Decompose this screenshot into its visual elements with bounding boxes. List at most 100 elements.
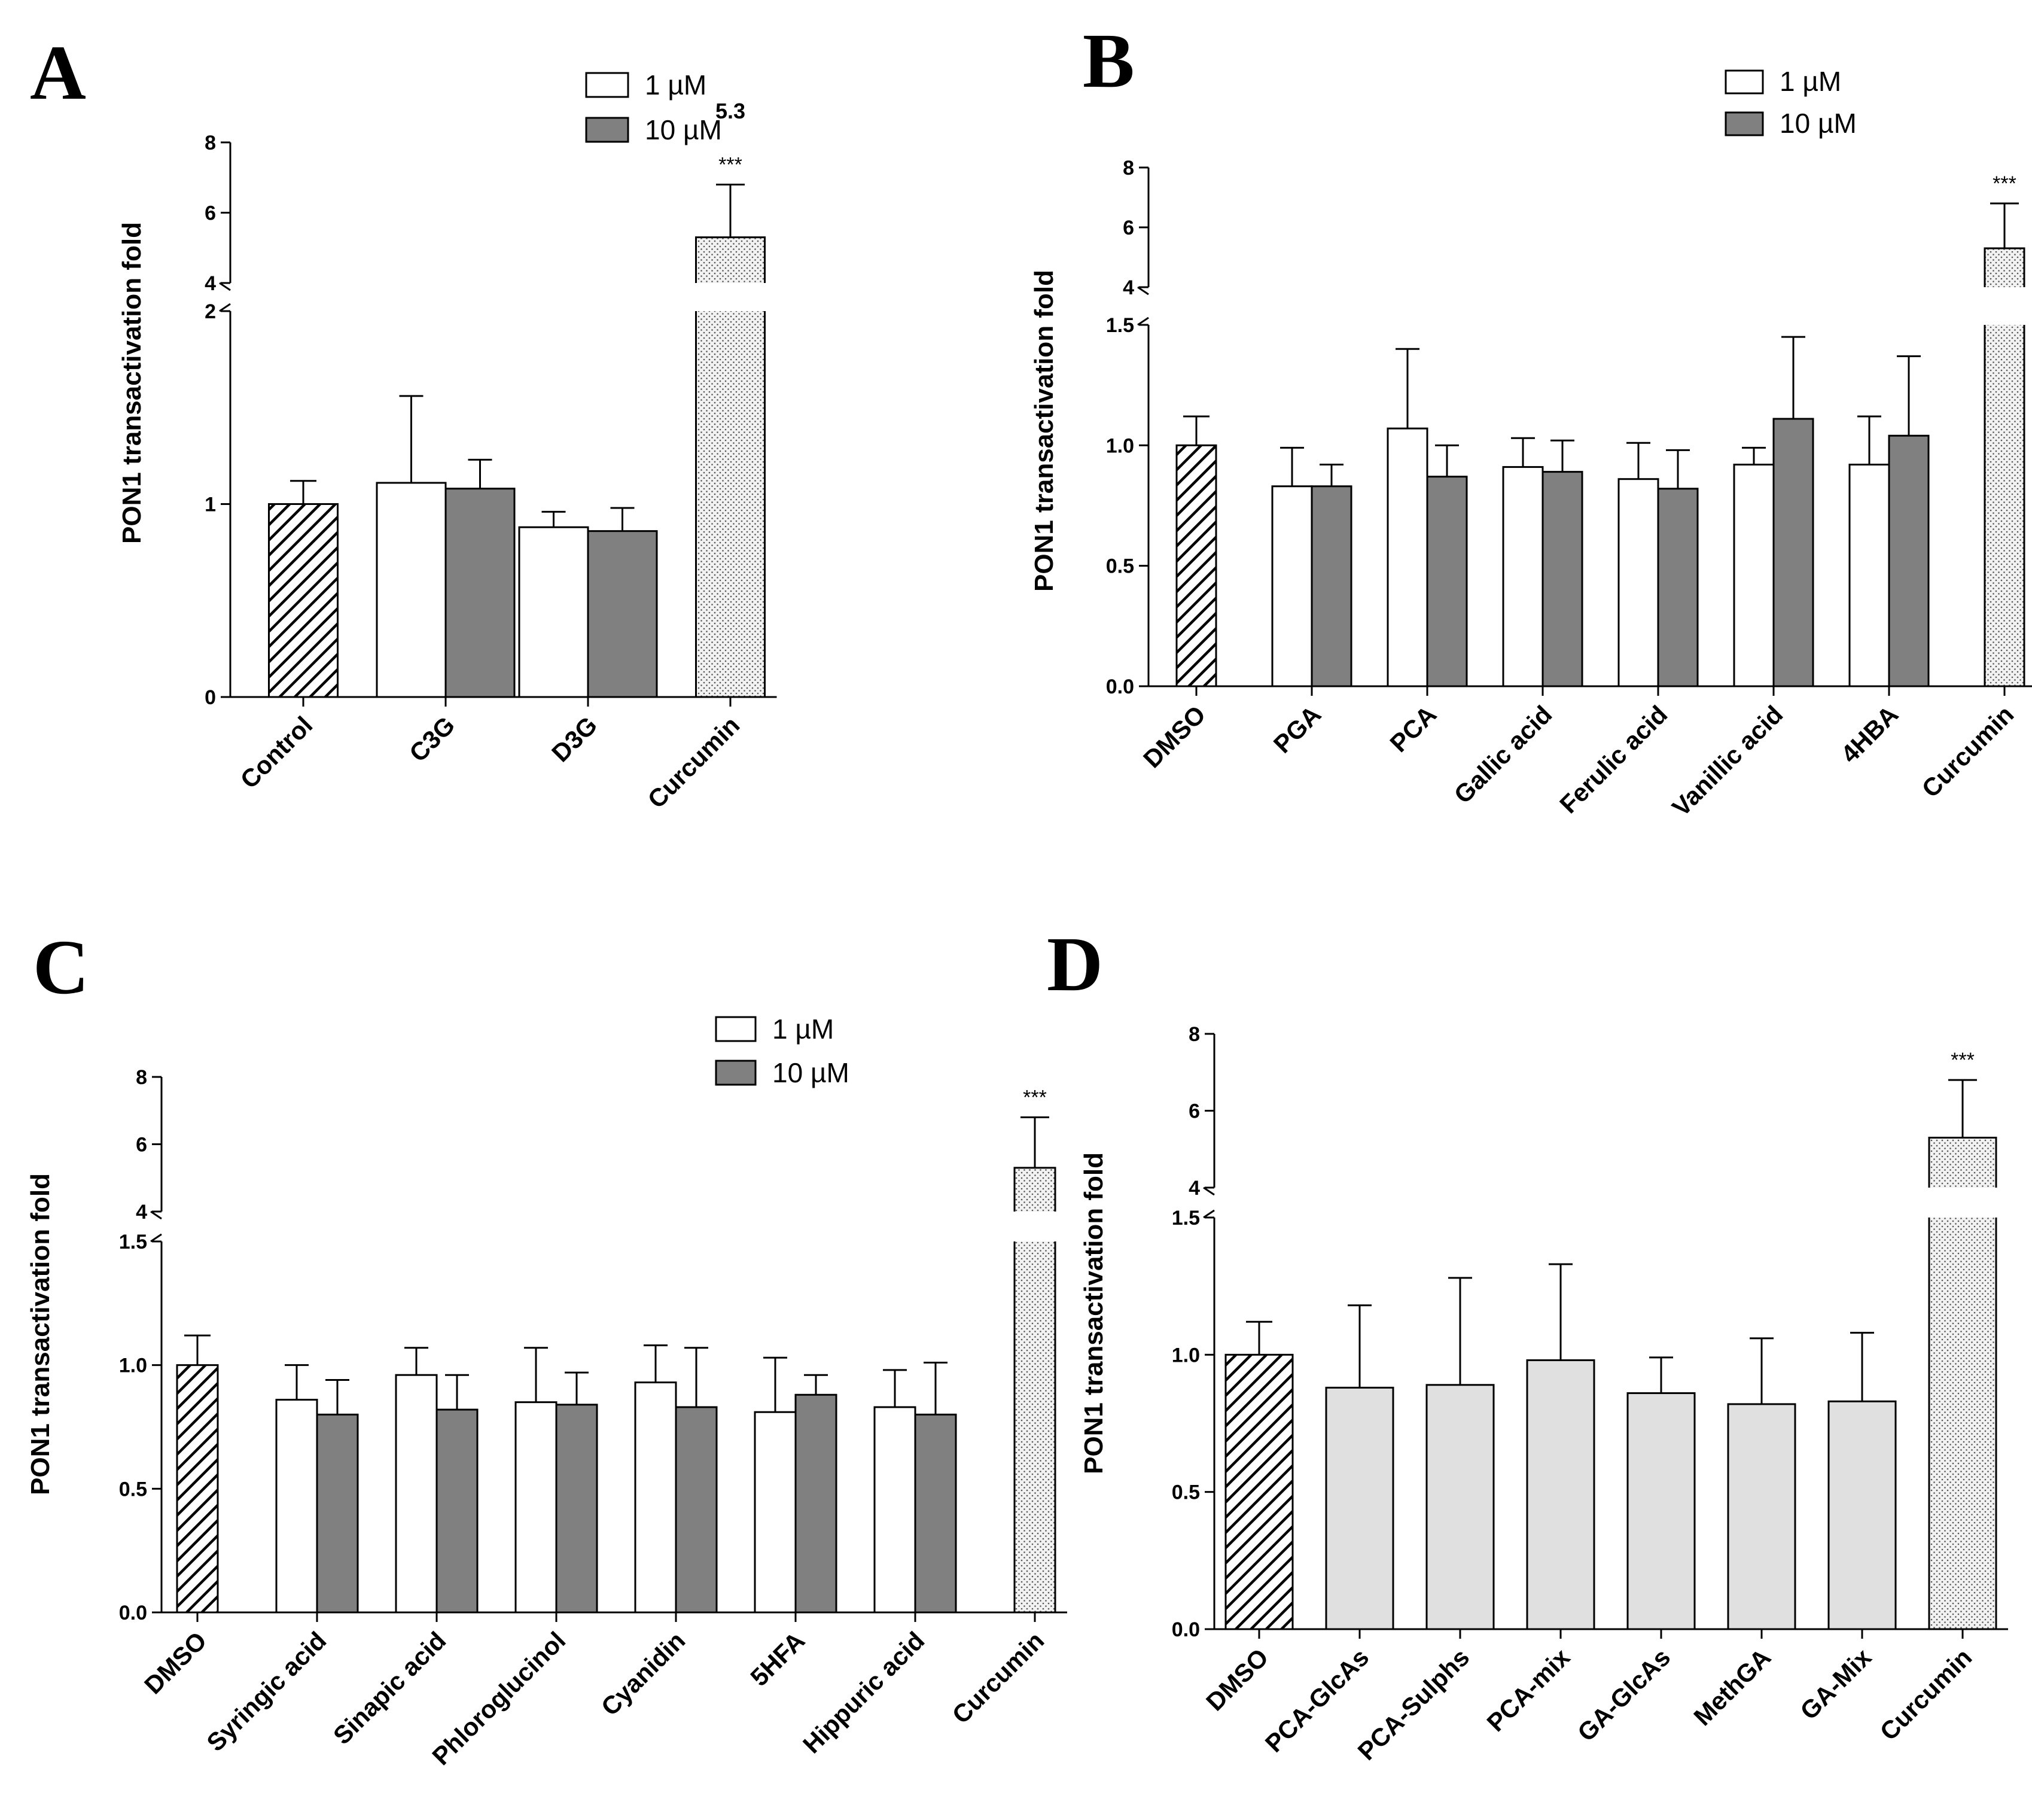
bar-hippuric-acid-0 xyxy=(873,1406,916,1614)
bar-phloroglucinol-0 xyxy=(514,1401,557,1614)
category-label: C3G xyxy=(404,711,460,767)
lower-tick-label: 1.5 xyxy=(119,1231,147,1253)
axis-break-mark xyxy=(1137,286,1149,296)
legend-swatch-1um xyxy=(585,72,629,98)
bar-ga-mix-0 xyxy=(1827,1400,1897,1630)
lower-tick-label: 1.5 xyxy=(1172,1207,1200,1229)
bar-ferulic-acid-1 xyxy=(1657,488,1699,687)
lower-tick-label: 0.5 xyxy=(1172,1481,1200,1504)
lower-tick-label: 2 xyxy=(205,300,216,323)
category-label: D3G xyxy=(546,711,602,767)
bar-cyanidin-1 xyxy=(675,1406,718,1614)
category-labels: Control C3G D3G Curcumin xyxy=(235,711,745,814)
legend-label-1um: 1 µM xyxy=(1780,66,1841,97)
bar-5hfa-1 xyxy=(794,1393,837,1614)
bar-hippuric-acid-1 xyxy=(914,1413,957,1614)
axes xyxy=(1137,166,2032,696)
category-labels: DMSO PCA-GlcAs PCA-Sulphs PCA-mix GA-Glc… xyxy=(1201,1643,1977,1766)
curcumin-value-annotation: 5.3 xyxy=(715,99,745,123)
axis-break-mark xyxy=(150,1210,162,1220)
bar-methga-0 xyxy=(1727,1403,1796,1630)
lower-tick-label: 1.0 xyxy=(1172,1344,1200,1366)
lower-tick-label: 0 xyxy=(205,686,216,709)
bar-gallic-acid-1 xyxy=(1541,471,1583,687)
bar-curcumin-upper xyxy=(1985,248,2024,287)
upper-tick-label: 4 xyxy=(1189,1177,1200,1200)
axis-break-mark xyxy=(1137,316,1149,326)
upper-tick-label: 6 xyxy=(1123,217,1134,239)
bar-marks xyxy=(268,184,766,698)
bar-sinapic-acid-1 xyxy=(435,1408,479,1614)
bar-vanillic-acid-1 xyxy=(1772,418,1814,687)
panel-letter-a: A xyxy=(30,30,86,116)
bar-marks xyxy=(176,1116,1056,1614)
category-label: 5HFA xyxy=(745,1626,810,1691)
y-axis-label: PON1 transactivation fold xyxy=(1029,270,1059,592)
bar-syringic-acid-0 xyxy=(275,1399,318,1614)
bar-marks xyxy=(1224,1079,1997,1630)
upper-tick-label: 6 xyxy=(205,202,216,225)
category-label: GA-GlcAs xyxy=(1572,1643,1676,1747)
category-label: Vanillic acid xyxy=(1667,700,1788,821)
category-label: Curcumin xyxy=(642,711,745,814)
category-label: Syringic acid xyxy=(201,1626,331,1757)
bar-c3g-1 xyxy=(444,488,516,698)
legend-swatch-10um xyxy=(715,1060,757,1086)
category-label: DMSO xyxy=(139,1626,212,1699)
bar-pca-1 xyxy=(1426,476,1468,687)
panel-c-chart: C PON1 transactivation fold 0.0 0.5 1.0 … xyxy=(26,924,1067,1770)
upper-tick-label: 4 xyxy=(1123,276,1134,299)
category-label: Ferulic acid xyxy=(1554,700,1672,818)
axis-break-mark xyxy=(219,282,231,291)
tick-labels: 0.0 0.5 1.0 1.5 4 6 8 xyxy=(1106,157,1134,698)
category-label: DMSO xyxy=(1201,1643,1274,1716)
bar-ga-glcas-0 xyxy=(1626,1392,1696,1630)
category-label: GA-Mix xyxy=(1795,1643,1877,1725)
axis-break-mark xyxy=(150,1233,162,1243)
lower-tick-label: 1.5 xyxy=(1106,314,1134,337)
category-label: Control xyxy=(235,711,318,794)
bar-4hba-0 xyxy=(1848,464,1890,687)
lower-tick-label: 1 xyxy=(205,494,216,516)
upper-tick-label: 4 xyxy=(205,272,216,295)
tick-labels: 0.0 0.5 1.0 1.5 4 6 8 xyxy=(119,1066,147,1624)
bar-curcumin-lower xyxy=(1015,1241,1055,1612)
lower-tick-label: 0.0 xyxy=(1106,675,1134,698)
bar-curcumin-upper xyxy=(696,237,765,283)
axes xyxy=(1203,1033,2008,1639)
category-label: Hippuric acid xyxy=(797,1626,930,1758)
axis-break-mark xyxy=(1203,1209,1215,1219)
bar-curcumin-lower xyxy=(696,311,765,697)
tick-labels: 0.0 0.5 1.0 1.5 4 6 8 xyxy=(1172,1023,1200,1641)
upper-tick-label: 8 xyxy=(1123,157,1134,179)
significance-marker: *** xyxy=(1951,1049,1975,1072)
category-label: Sinapic acid xyxy=(328,1626,452,1750)
category-label: Gallic acid xyxy=(1449,700,1558,809)
legend: 1 µM 10 µM xyxy=(585,69,722,145)
category-label: PCA-mix xyxy=(1481,1643,1575,1737)
upper-tick-label: 8 xyxy=(136,1066,147,1089)
bar-curcumin-lower xyxy=(1929,1218,1996,1629)
bar-syringic-acid-1 xyxy=(316,1413,359,1614)
category-label: PCA xyxy=(1384,700,1442,757)
legend-swatch-10um xyxy=(1725,111,1764,136)
legend-swatch-1um xyxy=(715,1016,757,1042)
upper-tick-label: 4 xyxy=(136,1201,147,1224)
lower-tick-label: 0.5 xyxy=(119,1478,147,1501)
bar-pca-sulphs-0 xyxy=(1425,1384,1495,1630)
panel-letter-d: D xyxy=(1047,921,1103,1008)
legend-label-1um: 1 µM xyxy=(645,69,706,101)
bar-control xyxy=(1224,1353,1294,1630)
bar-d3g-1 xyxy=(587,530,658,698)
bar-gallic-acid-0 xyxy=(1502,466,1544,687)
bar-curcumin-lower xyxy=(1985,325,2024,686)
legend-label-10um: 10 µM xyxy=(645,114,722,145)
legend-label-10um: 10 µM xyxy=(772,1057,849,1088)
axes xyxy=(150,1076,1067,1622)
bar-curcumin-upper xyxy=(1015,1167,1055,1212)
bar-pga-1 xyxy=(1311,485,1352,687)
legend-label-1um: 1 µM xyxy=(772,1014,834,1045)
category-label: Curcumin xyxy=(1875,1643,1978,1746)
category-label: MethGA xyxy=(1688,1643,1776,1731)
